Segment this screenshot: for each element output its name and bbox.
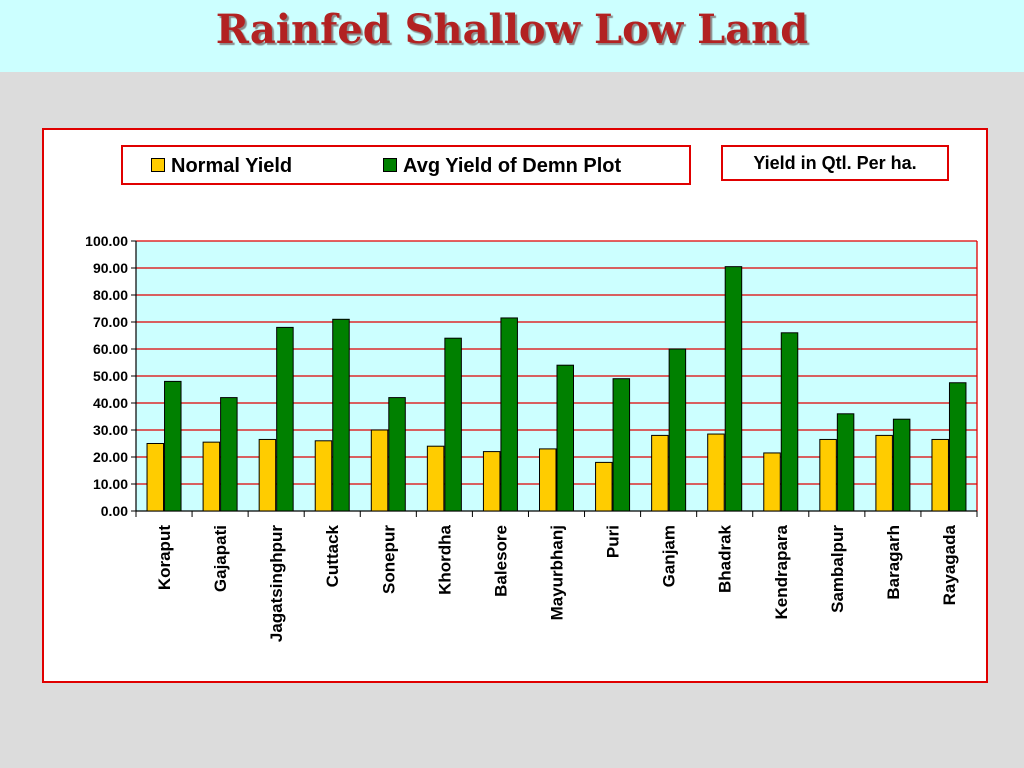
- x-category-label: Kendrapara: [772, 524, 791, 619]
- x-category-label: Khordha: [435, 524, 454, 594]
- bar-normal-yield: [763, 452, 781, 512]
- x-category-label: Jagatsinghpur: [267, 525, 286, 643]
- x-category-label: Rayagada: [940, 524, 959, 605]
- y-tick-label: 0.00: [101, 503, 128, 519]
- bar-normal-yield: [426, 445, 445, 512]
- bar-normal-yield: [314, 440, 333, 512]
- y-tick-label: 100.00: [85, 233, 128, 249]
- bar-normal-yield: [595, 461, 613, 512]
- bar-demo-yield: [556, 364, 574, 512]
- bar-normal-yield: [202, 441, 221, 512]
- bar-demo-yield: [444, 337, 462, 512]
- y-tick-label: 30.00: [93, 422, 128, 438]
- slide-title: Rainfed Shallow Low Land: [215, 6, 809, 53]
- y-tick-label: 80.00: [93, 287, 128, 303]
- bar-demo-yield: [220, 397, 238, 512]
- y-tick-label: 50.00: [93, 368, 128, 384]
- x-category-label: Sambalpur: [828, 525, 847, 613]
- bar-demo-yield: [948, 382, 967, 512]
- legend-item-normal-yield: Normal Yield: [151, 155, 292, 178]
- y-tick-label: 70.00: [93, 314, 128, 330]
- bar-normal-yield: [539, 448, 557, 512]
- legend-item-demo-yield: Avg Yield of Demn Plot: [383, 155, 621, 178]
- x-category-label: Balesore: [491, 525, 510, 597]
- bar-demo-yield: [724, 266, 743, 512]
- bar-normal-yield: [819, 438, 837, 512]
- bar-normal-yield: [482, 451, 501, 512]
- bar-demo-yield: [388, 397, 406, 512]
- bar-demo-yield: [612, 378, 631, 512]
- bar-normal-yield: [258, 438, 277, 512]
- bar-demo-yield: [164, 380, 182, 512]
- bar-normal-yield: [875, 434, 893, 512]
- x-category-label: Bhadrak: [716, 524, 735, 593]
- x-category-label: Cuttack: [323, 524, 342, 587]
- legend-label-normal-yield: Normal Yield: [171, 155, 293, 177]
- y-tick-label: 90.00: [93, 260, 128, 276]
- y-tick-label: 60.00: [93, 341, 128, 357]
- legend-swatch-normal-yield: [151, 157, 165, 172]
- bar-demo-yield: [332, 318, 350, 512]
- x-category-label: Sonepur: [379, 525, 398, 594]
- chart-legend: Normal Yield Avg Yield of Demn Plot: [121, 145, 691, 185]
- y-tick-label: 10.00: [93, 476, 128, 492]
- bar-normal-yield: [931, 438, 949, 512]
- x-category-label: Gajapati: [211, 525, 230, 592]
- bar-demo-yield: [780, 332, 799, 512]
- bar-demo-yield: [500, 317, 518, 512]
- units-note: Yield in Qtl. Per ha.: [721, 145, 949, 181]
- y-tick-label: 40.00: [93, 395, 128, 411]
- bar-normal-yield: [707, 433, 725, 512]
- legend-label-demo-yield: Avg Yield of Demn Plot: [403, 155, 622, 177]
- bar-demo-yield: [276, 326, 294, 512]
- legend-swatch-demo-yield: [383, 157, 397, 172]
- x-category-label: Mayurbhanj: [548, 525, 567, 620]
- x-category-label: Koraput: [155, 525, 174, 591]
- x-category-label: Ganjam: [660, 525, 679, 587]
- bar-demo-yield: [668, 348, 687, 512]
- bar-normal-yield: [651, 434, 669, 512]
- bar-demo-yield: [836, 413, 855, 512]
- bar-normal-yield: [146, 443, 165, 512]
- x-category-label: Baragarh: [884, 525, 903, 600]
- y-tick-label: 20.00: [93, 449, 128, 465]
- title-band: [0, 0, 1024, 72]
- bar-demo-yield: [892, 418, 911, 512]
- x-category-label: Puri: [604, 525, 623, 558]
- bar-normal-yield: [370, 429, 389, 512]
